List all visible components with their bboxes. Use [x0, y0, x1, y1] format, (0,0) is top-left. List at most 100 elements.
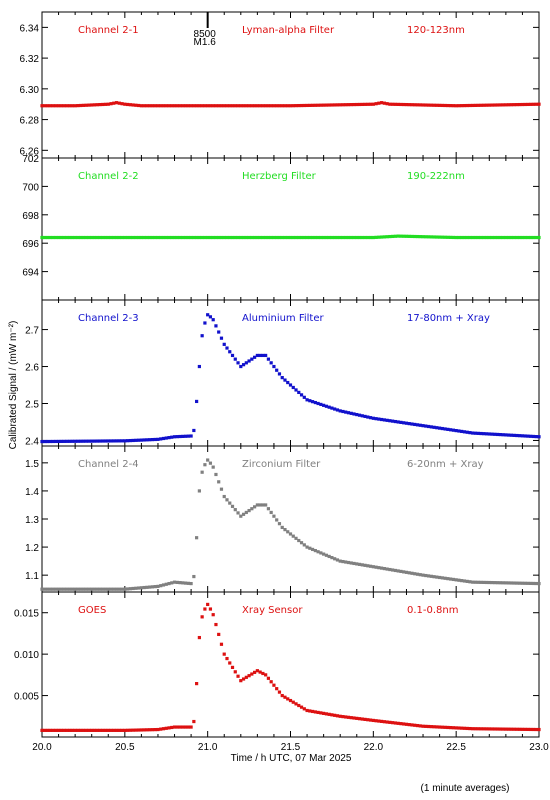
y-tick-label: 694	[22, 268, 39, 279]
data-point	[335, 103, 340, 107]
data-point	[150, 235, 155, 240]
data-point	[208, 607, 213, 611]
data-point	[404, 570, 409, 574]
data-point	[515, 433, 519, 438]
data-point	[346, 560, 351, 565]
data-point	[197, 635, 201, 640]
data-point	[275, 518, 279, 522]
data-point	[59, 587, 63, 591]
y-tick-label: 1.4	[25, 487, 39, 498]
data-point	[418, 724, 422, 728]
data-point	[310, 235, 315, 240]
data-point	[360, 414, 364, 418]
data-point	[520, 727, 525, 731]
data-point	[172, 104, 177, 108]
data-point	[84, 439, 88, 443]
data-point	[40, 104, 44, 108]
data-point	[391, 102, 395, 106]
data-point	[313, 548, 317, 553]
data-point	[330, 406, 334, 410]
data-point	[313, 710, 317, 714]
data-point	[308, 709, 312, 713]
data-point	[465, 579, 469, 583]
data-point	[471, 103, 475, 108]
data-point	[101, 587, 105, 591]
data-point	[418, 103, 422, 107]
data-point	[233, 357, 237, 361]
data-point	[261, 104, 265, 108]
data-point	[421, 724, 425, 728]
data-point	[54, 587, 58, 591]
data-point	[230, 504, 235, 508]
data-point	[432, 725, 436, 729]
data-point	[377, 235, 381, 239]
data-point	[101, 235, 105, 240]
data-point	[48, 439, 52, 444]
data-point	[208, 461, 213, 465]
data-point	[435, 235, 439, 239]
data-point	[192, 719, 196, 724]
data-point	[106, 102, 110, 106]
data-point	[487, 103, 491, 107]
data-point	[81, 439, 86, 443]
data-point	[451, 428, 456, 432]
data-point	[128, 728, 132, 732]
data-point	[183, 434, 188, 438]
data-point	[95, 235, 99, 240]
data-point	[95, 587, 99, 591]
data-point	[161, 727, 166, 731]
data-point	[150, 585, 155, 589]
data-point	[148, 585, 152, 589]
data-point	[225, 235, 229, 240]
data-point	[54, 728, 58, 732]
data-point	[468, 235, 472, 240]
data-point	[109, 587, 113, 591]
data-point	[103, 439, 108, 443]
data-point	[495, 581, 500, 585]
data-point	[76, 728, 80, 732]
x-tick-label: 21.5	[281, 742, 301, 753]
data-point	[308, 235, 312, 240]
data-point	[473, 103, 478, 107]
data-point	[288, 383, 293, 387]
data-point	[139, 438, 143, 442]
data-point	[512, 727, 516, 731]
data-point	[366, 564, 370, 568]
data-point	[435, 103, 439, 107]
data-point	[134, 728, 138, 732]
data-point	[45, 439, 50, 444]
data-point	[391, 721, 395, 725]
data-point	[51, 235, 55, 240]
data-point	[247, 359, 251, 363]
data-point	[404, 722, 409, 726]
data-point	[368, 102, 373, 106]
data-point	[435, 575, 439, 579]
data-point	[457, 104, 461, 108]
data-point	[228, 350, 232, 354]
data-point	[90, 235, 94, 240]
data-point	[393, 568, 398, 573]
data-point	[418, 235, 422, 239]
data-point	[446, 725, 450, 730]
data-point	[123, 728, 127, 732]
data-point	[308, 399, 312, 403]
data-point	[297, 703, 301, 708]
data-point	[56, 728, 61, 732]
data-point	[90, 587, 94, 591]
data-point	[294, 104, 298, 108]
data-point	[195, 104, 199, 108]
data-point	[92, 103, 97, 107]
data-point	[241, 677, 246, 681]
data-point	[487, 432, 491, 436]
data-point	[291, 235, 295, 240]
data-point	[316, 710, 320, 715]
data-point	[197, 489, 201, 493]
data-point	[460, 726, 464, 730]
data-point	[112, 439, 116, 443]
data-point	[153, 235, 157, 240]
data-point	[426, 103, 431, 107]
data-point	[62, 104, 66, 108]
data-point	[167, 581, 171, 586]
data-point	[70, 728, 74, 732]
data-point	[79, 439, 83, 443]
